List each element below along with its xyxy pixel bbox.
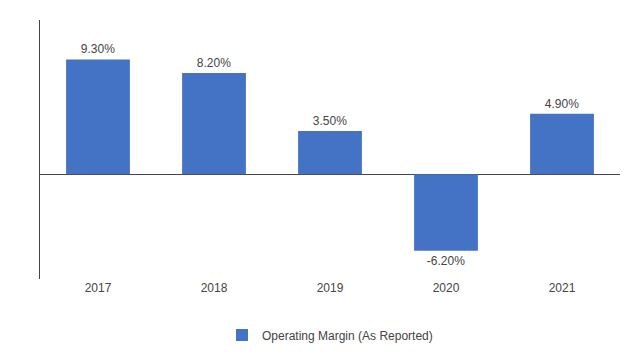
svg-text:Operating Margin (As Reported): Operating Margin (As Reported) [262, 329, 433, 343]
svg-text:3.50%: 3.50% [313, 114, 347, 128]
svg-text:9.30%: 9.30% [81, 42, 115, 56]
svg-text:4.90%: 4.90% [545, 97, 579, 111]
svg-text:2017: 2017 [85, 281, 112, 295]
svg-text:8.20%: 8.20% [197, 56, 231, 70]
svg-text:-6.20%: -6.20% [427, 254, 465, 268]
svg-text:2021: 2021 [549, 281, 576, 295]
svg-text:2020: 2020 [433, 281, 460, 295]
svg-text:2019: 2019 [317, 281, 344, 295]
svg-text:2018: 2018 [201, 281, 228, 295]
